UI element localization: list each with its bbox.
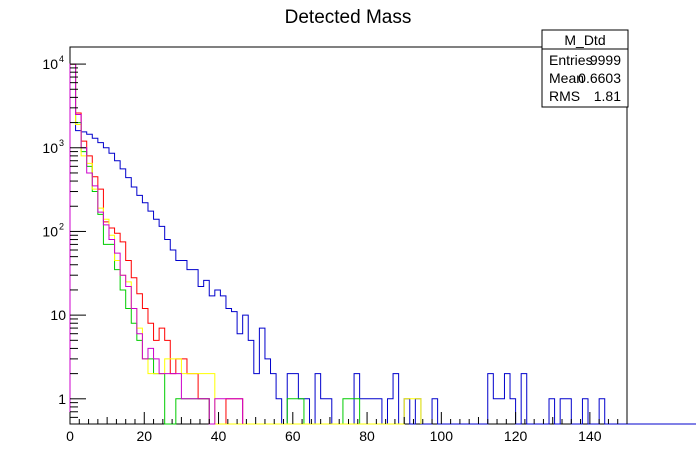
series-layer bbox=[69, 63, 696, 425]
stats-entries-value: 9999 bbox=[590, 52, 621, 68]
x-tick-label: 140 bbox=[578, 428, 602, 444]
series-3-line bbox=[69, 63, 422, 425]
x-tick-label: 120 bbox=[504, 428, 528, 444]
chart-title: Detected Mass bbox=[285, 7, 412, 28]
series-4-line bbox=[69, 63, 244, 425]
stats-rms-value: 1.81 bbox=[594, 88, 621, 104]
stats-box-frame bbox=[541, 29, 629, 108]
y-tick-exponent: 2 bbox=[59, 221, 64, 231]
y-tick-exponent: 4 bbox=[59, 54, 64, 64]
stats-entries-label: Entries bbox=[549, 52, 593, 68]
x-tick-label: 0 bbox=[66, 428, 74, 444]
y-tick-label: 10 bbox=[42, 140, 58, 156]
x-tick-label: 20 bbox=[136, 428, 152, 444]
y-tick-label: 10 bbox=[42, 56, 58, 72]
plot-frame bbox=[69, 46, 628, 425]
stats-box-name: M_Dtd bbox=[564, 32, 605, 48]
x-tick-label: 60 bbox=[285, 428, 301, 444]
stats-box: M_Dtd Entries 9999 Mean 0.6603 RMS 1.81 bbox=[541, 29, 629, 108]
x-tick-label: 40 bbox=[211, 428, 227, 444]
y-tick-label: 1 bbox=[58, 391, 66, 407]
y-tick-label: 10 bbox=[50, 307, 66, 323]
x-tick-label: 80 bbox=[359, 428, 375, 444]
stats-mean-label: Mean bbox=[549, 70, 584, 86]
stats-rms-label: RMS bbox=[549, 88, 580, 104]
y-tick-exponent: 3 bbox=[59, 138, 64, 148]
stats-mean-value: 0.6603 bbox=[578, 70, 621, 86]
x-tick-label: 100 bbox=[430, 428, 454, 444]
y-tick-label: 10 bbox=[42, 223, 58, 239]
